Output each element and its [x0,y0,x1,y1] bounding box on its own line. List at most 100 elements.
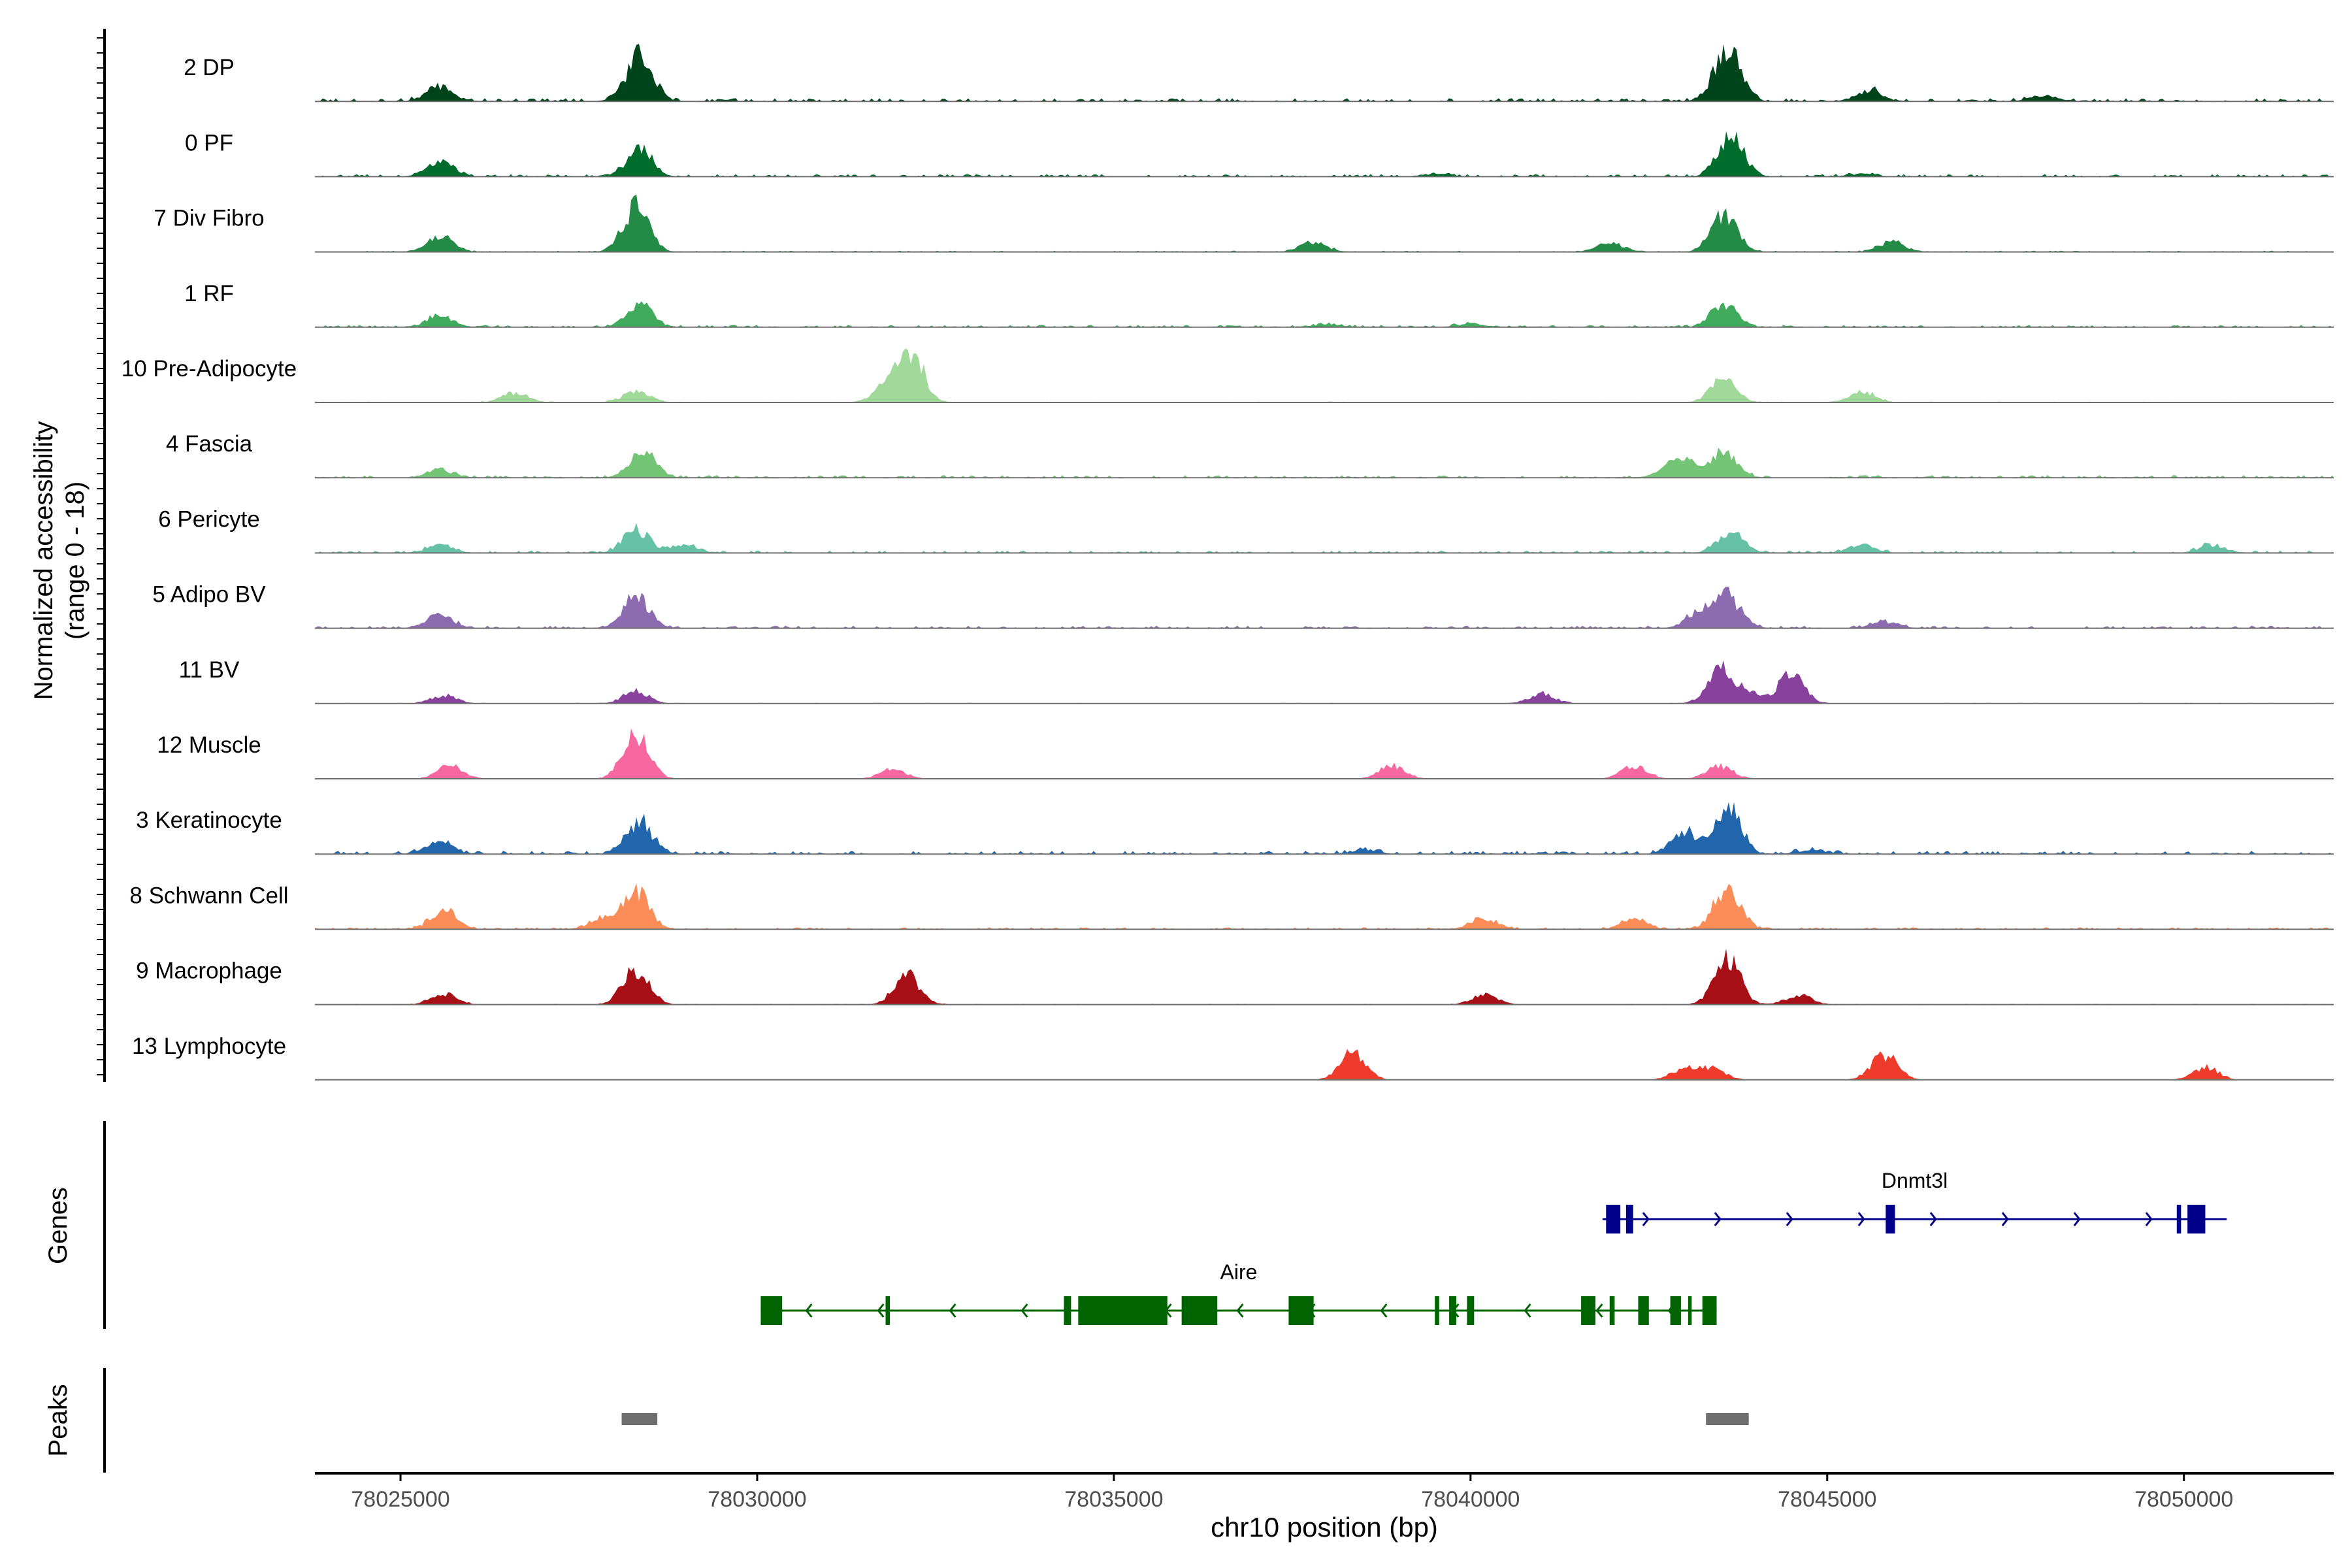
track-label: 11 BV [179,657,240,683]
exon [1688,1296,1692,1325]
exon [1181,1296,1218,1325]
track-12-muscle: 12 Muscle [157,728,2334,779]
y-axis-title-range: (range 0 - 18) [61,482,90,640]
exon [1670,1296,1681,1325]
strand-arrow [1524,1303,1531,1318]
strand-arrow [2073,1212,2081,1226]
coverage-area [315,728,2334,779]
exon [1886,1205,1895,1233]
track-7-div-fibro: 7 Div Fibro [154,194,2334,253]
exon [1435,1296,1439,1325]
coverage-area [315,131,2334,177]
exon [2176,1205,2181,1233]
coverage-area [315,301,2334,327]
peak-bar [621,1413,658,1425]
x-tick-label: 78040000 [1421,1487,1520,1512]
track-label: 0 PF [185,130,233,155]
exon [1625,1205,1633,1233]
exon [1078,1296,1168,1325]
x-tick-label: 78035000 [1064,1487,1163,1512]
peak-bar [1706,1413,1749,1425]
track-label: 5 Adipo BV [152,582,266,608]
exon [1064,1296,1071,1325]
x-tick-label: 78025000 [351,1487,449,1512]
track-1-rf: 1 RF [184,281,2334,328]
gene-name: Dnmt3l [1882,1169,1948,1192]
track-8-schwann-cell: 8 Schwann Cell [129,883,2334,930]
strand-arrow [2145,1212,2153,1226]
track-label: 2 DP [184,55,235,80]
strand-arrow [1236,1303,1244,1318]
exon [1638,1296,1649,1325]
exon [1449,1296,1456,1325]
track-2-dp: 2 DP [184,44,2334,103]
strand-arrow [1714,1212,1722,1226]
x-tick-label: 78050000 [2134,1487,2233,1512]
gene-aire: Aire [760,1260,1717,1325]
coverage-area [315,348,2334,402]
coverage-area [315,523,2334,553]
strand-arrow [1642,1212,1650,1226]
genes-panel-label: Genes [44,1187,73,1264]
track-9-macrophage: 9 Macrophage [136,949,2334,1005]
coverage-area [315,448,2334,478]
exon [1467,1296,1475,1325]
strand-arrow [949,1303,956,1318]
peak-regions [621,1413,1749,1425]
exon [1702,1296,1717,1325]
y-axis-title: Normalized accessibility [29,421,58,700]
coverage-area [315,1049,2334,1080]
exon [1581,1296,1595,1325]
track-label: 1 RF [184,281,234,306]
exon [1606,1205,1621,1233]
track-10-pre-adipocyte: 10 Pre-Adipocyte [122,348,2334,403]
track-label: 3 Keratinocyte [136,808,282,833]
exon [760,1296,783,1325]
track-6-pericyte: 6 Pericyte [158,506,2334,554]
coverage-tracks: 2 DP 0 PF 7 Div Fibro 1 RF 10 Pre-Adipocyte 4… [122,44,2334,1081]
exon [885,1296,890,1325]
track-13-lymphocyte: 13 Lymphocyte [132,1034,2334,1081]
x-tick-label: 78045000 [1778,1487,1876,1512]
track-label: 8 Schwann Cell [129,883,288,908]
track-label: 4 Fascia [166,431,253,457]
track-11-bv: 11 BV [179,657,2334,704]
coverage-area [315,802,2334,855]
coverage-y-ticks [97,37,105,1075]
track-3-keratinocyte: 3 Keratinocyte [136,802,2334,855]
exon [1288,1296,1314,1325]
coverage-area [315,883,2334,930]
track-label: 12 Muscle [157,732,261,758]
strand-arrow [1929,1212,1937,1226]
gene-name: Aire [1220,1260,1258,1284]
x-axis-title: chr10 position (bp) [1211,1512,1438,1543]
track-label: 9 Macrophage [136,958,282,984]
track-label: 7 Div Fibro [154,206,264,231]
exon [2187,1205,2206,1233]
strand-arrow [805,1303,813,1318]
strand-arrow [1021,1303,1028,1318]
x-tick-label: 78030000 [708,1487,806,1512]
strand-arrow [1380,1303,1388,1318]
track-4-fascia: 4 Fascia [166,431,2334,479]
x-axis-ticks: 78025000 78030000 78035000 78040000 78045000… [351,1473,2233,1512]
coverage-area [315,660,2334,704]
coverage-area [315,194,2334,252]
strand-arrow [2001,1212,2009,1226]
coverage-area [315,949,2334,1005]
track-label: 10 Pre-Adipocyte [122,356,297,382]
track-5-adipo-bv: 5 Adipo BV [152,582,2334,629]
track-label: 13 Lymphocyte [132,1034,286,1059]
gene-annotations: Dnmt3l Aire [760,1169,2227,1325]
coverage-area [315,44,2334,102]
strand-arrow [877,1303,885,1318]
exon [1609,1296,1615,1325]
strand-arrow [1786,1212,1793,1226]
track-0-pf: 0 PF [185,130,2334,178]
coverage-area [315,586,2334,629]
track-label: 6 Pericyte [158,506,260,532]
strand-arrow [1857,1212,1865,1226]
peaks-panel-label: Peaks [44,1384,73,1456]
gene-dnmt3l: Dnmt3l [1602,1169,2227,1233]
